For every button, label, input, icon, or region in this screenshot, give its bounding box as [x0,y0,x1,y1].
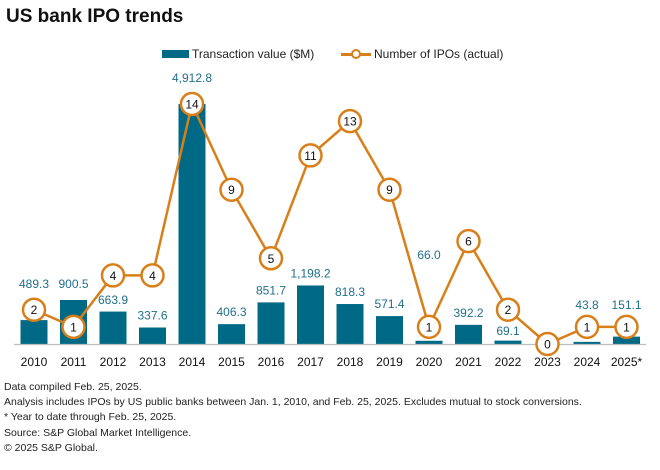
x-tick-label: 2022 [495,355,522,369]
x-tick-label: 2019 [376,355,403,369]
ipo-count-marker-2018 [337,108,363,134]
legend-label-transaction-value: Transaction value ($M) [192,47,315,61]
bar-value-label: 392.2 [453,306,483,320]
ipo-count-marker-2015 [219,177,244,202]
chart-plot: 489.3 900.5 663.9 337.6 4,912.8 406.3 851.7 1,1… [14,71,646,369]
ipo-count-marker-2023 [535,331,560,357]
bar-2010 [20,320,48,344]
x-tick-label: 2023 [534,355,561,369]
ipo-count-marker-2022 [495,297,521,322]
ipo-count-marker-2014 [179,91,205,117]
bar-2020 [415,340,443,344]
ipo-count-line [33,102,627,346]
ipo-count-marker-2021 [456,228,481,254]
x-tick-label: 2024 [574,355,601,369]
footnote-ytd: * Year to date through Feb. 25, 2025. [4,411,177,424]
ipo-count-marker-2011 [61,314,86,340]
ipo-count-label: 1 [584,320,591,334]
bar-2015 [218,324,245,344]
chart-title: US bank IPO trends [6,6,184,27]
footnote-source: Source: S&P Global Market Intelligence. [4,426,192,439]
bar-value-label: 489.3 [19,277,49,291]
bar-2022 [494,340,522,344]
ipo-count-marker-2010 [21,297,47,322]
x-tick-label: 2011 [61,355,87,369]
ipo-count-label: 14 [185,98,199,112]
ipo-count-marker-2024 [574,314,600,340]
x-tick-label: 2015 [218,355,245,369]
footnote-analysis: Analysis includes IPOs by US public bank… [4,396,582,409]
ipo-count-label: 11 [304,149,317,163]
ipo-count-label: 4 [149,269,156,283]
bar-2025* [613,336,640,344]
bar-value-label: 851.7 [256,283,286,297]
x-tick-label: 2010 [21,355,48,369]
legend: Transaction value ($M) Number of IPOs (a… [0,47,660,63]
x-tick-label: 2025* [611,355,643,369]
ipo-count-label: 2 [505,303,512,317]
ipo-count-label: 9 [386,183,393,197]
bar-2017 [297,285,324,344]
x-tick-label: 2012 [100,355,127,369]
footnote-data-compiled: Data compiled Feb. 25, 2025. [4,381,142,393]
bar-value-label: 151.1 [611,298,641,312]
footnote-copyright: © 2025 S&P Global. [4,441,98,454]
bar-value-label: 66.0 [417,248,441,262]
bar-value-label: 4,912.8 [172,71,212,85]
bar-value-label: 571.4 [374,297,404,311]
legend-item-number-of-ipos: Number of IPOs (actual) [341,47,503,61]
ipo-count-marker-2025* [614,314,639,340]
x-tick-label: 2014 [179,355,206,369]
ipo-count-label: 9 [228,183,235,197]
legend-label-number-of-ipos: Number of IPOs (actual) [374,47,504,61]
bar-value-label: 663.9 [98,293,128,307]
bar-value-label: 43.8 [575,298,599,312]
ipo-count-label: 1 [70,320,77,334]
bar-value-label: 69.1 [496,324,520,338]
ipo-count-label: 6 [465,235,472,249]
bar-2024 [573,341,601,344]
x-tick-label: 2020 [416,355,443,369]
bar-2019 [376,316,403,344]
ipo-count-label: 1 [426,320,433,334]
ipo-count-label: 0 [544,338,551,352]
ipo-count-marker-2020 [416,314,442,340]
bar-2016 [257,302,285,344]
bar-value-label: 406.3 [216,305,246,319]
legend-item-transaction-value: Transaction value ($M) [162,47,314,61]
legend-line-swatch [341,48,371,60]
ipo-count-marker-2013 [140,263,165,288]
x-tick-label: 2013 [139,355,166,369]
ipo-count-label: 5 [268,252,275,266]
ipo-count-marker-2016 [258,246,284,271]
x-tick-label: 2018 [337,355,364,369]
footnotes: Data compiled Feb. 25, 2025. Analysis in… [4,380,582,456]
ipo-count-marker-2017 [298,143,323,168]
ipo-count-label: 1 [623,320,630,334]
x-tick-label: 2017 [297,355,324,369]
x-tick-label: 2021 [455,355,482,369]
ipo-count-label: 2 [31,303,38,317]
ipo-count-marker-2012 [100,263,126,288]
legend-bar-swatch [162,50,189,58]
x-tick-label: 2016 [258,355,285,369]
ipo-count-label: 4 [110,269,117,283]
bar-2018 [336,304,364,344]
bar-2012 [99,311,127,344]
ipo-count-marker-2019 [377,177,402,202]
bar-2013 [139,327,166,344]
bar-2021 [455,324,482,344]
bar-value-label: 337.6 [137,309,167,323]
bar-value-label: 1,198.2 [290,266,330,280]
bar-value-label: 818.3 [335,285,365,299]
ipo-count-label: 13 [343,115,357,129]
bar-value-label: 900.5 [58,277,88,291]
